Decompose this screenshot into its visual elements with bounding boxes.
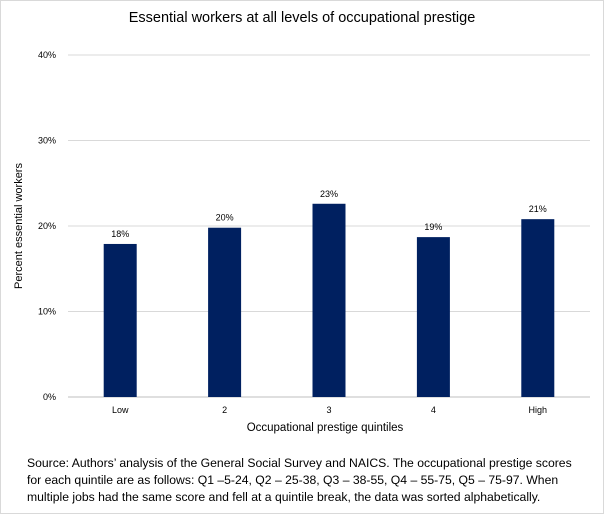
y-axis-label: Percent essential workers bbox=[13, 163, 25, 289]
bar bbox=[521, 219, 555, 397]
y-tick-label: 30% bbox=[38, 136, 56, 146]
data-label: 19% bbox=[424, 222, 442, 232]
y-tick-label: 0% bbox=[43, 392, 56, 402]
bar bbox=[103, 243, 137, 397]
bar bbox=[312, 203, 346, 397]
x-tick-label: 3 bbox=[326, 405, 331, 415]
y-tick-label: 40% bbox=[38, 50, 56, 60]
x-tick-label: 2 bbox=[222, 405, 227, 415]
data-label: 20% bbox=[216, 213, 234, 223]
data-label: 18% bbox=[111, 229, 129, 239]
chart-title: Essential workers at all levels of occup… bbox=[129, 10, 476, 26]
data-label: 21% bbox=[529, 204, 547, 214]
y-tick-label: 20% bbox=[38, 221, 56, 231]
bar bbox=[208, 227, 242, 397]
x-tick-label: Low bbox=[112, 405, 129, 415]
x-tick-label: 4 bbox=[431, 405, 436, 415]
source-caption: Source: Authors’ analysis of the General… bbox=[27, 456, 572, 504]
data-label: 23% bbox=[320, 189, 338, 199]
y-tick-label: 10% bbox=[38, 307, 56, 317]
x-axis-label: Occupational prestige quintiles bbox=[247, 422, 404, 434]
bar bbox=[416, 237, 450, 397]
x-tick-label: High bbox=[529, 405, 548, 415]
